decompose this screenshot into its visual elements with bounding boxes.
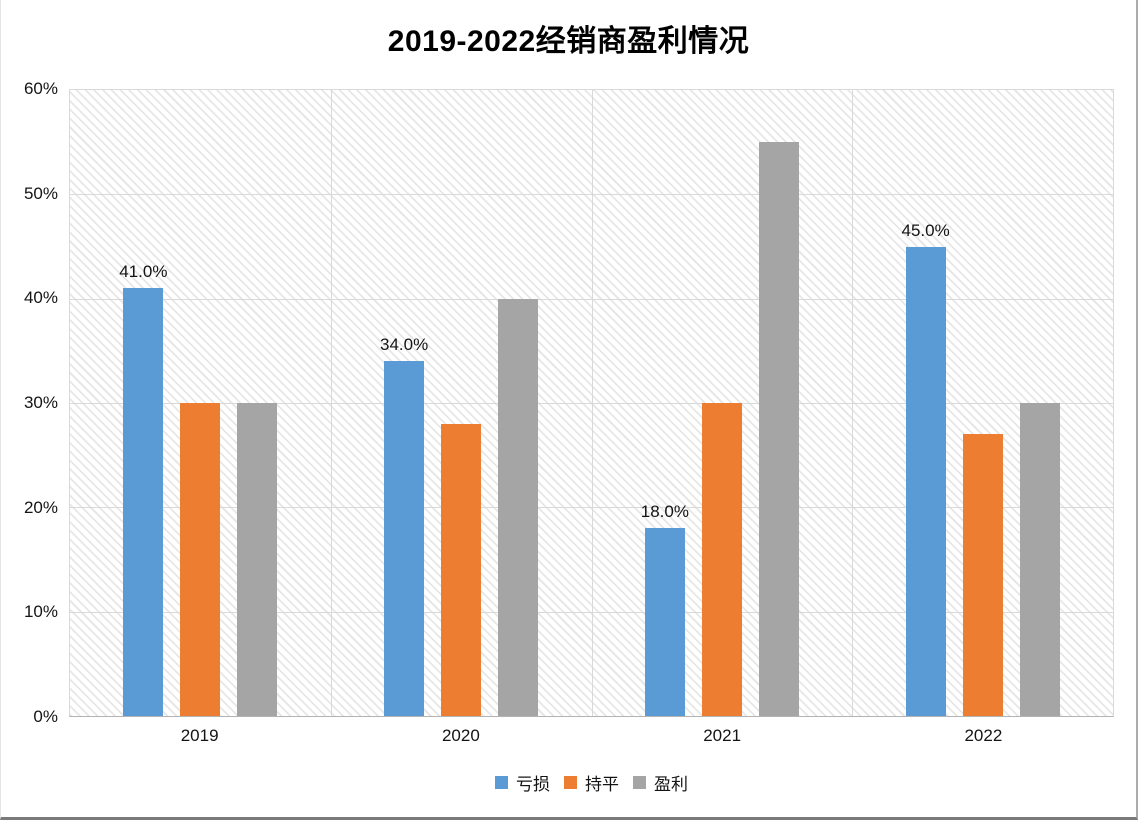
bar-持平-2019 [180, 403, 221, 716]
bar-盈利-2019 [237, 403, 278, 716]
legend-item-持平: 持平 [564, 770, 619, 795]
bar-持平-2020 [441, 423, 482, 716]
legend-swatch-icon [495, 776, 508, 789]
gridline-vertical [852, 90, 854, 716]
data-label: 41.0% [119, 262, 168, 282]
bar-亏损-2021: 18.0% [641, 502, 689, 716]
y-tick-label: 10% [23, 602, 58, 622]
y-tick-label: 0% [33, 707, 58, 726]
bar-group-2022: 45.0% [852, 90, 1113, 716]
x-tick-label: 2022 [964, 726, 1003, 745]
bar-亏损-2019: 41.0% [119, 262, 167, 716]
y-tick-label: 20% [23, 497, 58, 517]
legend-item-盈利: 盈利 [633, 770, 688, 795]
bar-group-2021: 18.0% [592, 90, 853, 716]
data-label: 45.0% [901, 220, 950, 240]
y-tick-label: 60% [23, 79, 58, 98]
legend-label: 亏损 [516, 775, 550, 794]
chart-title: 2019-2022经销商盈利情况 [387, 25, 750, 58]
legend-swatch-icon [633, 776, 646, 789]
x-axis-labels: 2019 2020 2021 2022 [69, 726, 1114, 746]
bar-持平-2022 [962, 434, 1003, 716]
bar-亏损-2022: 45.0% [902, 221, 950, 716]
bar-group-2020: 34.0% [331, 90, 592, 716]
x-tick-label: 2019 [180, 726, 219, 745]
legend-label: 盈利 [654, 775, 688, 794]
data-label: 18.0% [640, 502, 689, 522]
y-tick-label: 50% [23, 183, 58, 203]
gridline-vertical [330, 90, 332, 716]
y-tick-label: 30% [23, 393, 58, 412]
bar-持平-2021 [701, 403, 742, 716]
x-tick-label: 2020 [441, 726, 480, 745]
plot-area: 41.0% 34.0% 18.0% 45.0% [69, 89, 1114, 717]
bar-盈利-2020 [498, 298, 539, 716]
bar-盈利-2022 [1019, 403, 1060, 716]
bar-group-2019: 41.0% [70, 90, 331, 716]
bar-亏损-2020: 34.0% [380, 335, 428, 716]
legend-swatch-icon [564, 776, 577, 789]
bar-盈利-2021 [758, 142, 799, 716]
legend: 亏损 持平 盈利 [69, 770, 1114, 795]
x-tick-label: 2021 [703, 726, 742, 745]
y-tick-label: 40% [23, 288, 58, 308]
legend-item-亏损: 亏损 [495, 770, 550, 795]
data-label: 34.0% [380, 335, 429, 355]
legend-label: 持平 [585, 775, 619, 794]
y-axis-labels: 0% 10% 20% 30% 40% 50% 60% [1, 79, 58, 726]
gridline-vertical [591, 90, 593, 716]
